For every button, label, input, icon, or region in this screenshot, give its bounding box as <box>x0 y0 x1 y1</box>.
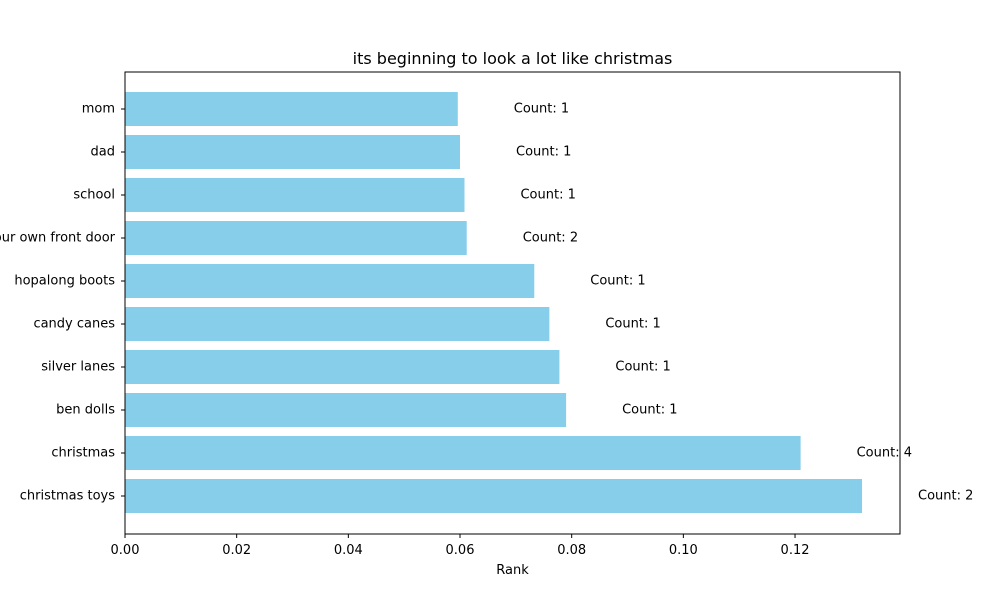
bar <box>125 479 863 513</box>
data-label: Count: 2 <box>918 489 973 504</box>
data-label: Count: 1 <box>520 188 575 203</box>
x-tick-label: 0.00 <box>111 543 140 558</box>
data-label: Count: 1 <box>622 403 677 418</box>
y-axis: christmas toys christmas ben dolls silver l… <box>0 102 125 504</box>
bar <box>125 307 550 341</box>
bar <box>125 135 461 169</box>
data-label: Count: 4 <box>857 446 912 461</box>
bar <box>125 221 467 255</box>
y-tick-label: mom <box>82 102 115 117</box>
data-label: Count: 1 <box>615 360 670 375</box>
data-label: Count: 1 <box>516 145 571 160</box>
bar <box>125 393 567 427</box>
x-tick-label: 0.12 <box>781 543 810 558</box>
data-label: Count: 2 <box>523 231 578 246</box>
chart-title: its beginning to look a lot like christm… <box>353 49 673 68</box>
data-label: Count: 1 <box>514 102 569 117</box>
y-tick-label: christmas <box>51 446 115 461</box>
y-tick-label: school <box>73 188 115 203</box>
data-label: Count: 1 <box>605 317 660 332</box>
x-tick-label: 0.02 <box>222 543 251 558</box>
plot-frame <box>124 71 901 535</box>
x-tick-label: 0.04 <box>334 543 363 558</box>
y-tick-label: your own front door <box>0 231 116 246</box>
y-tick-label: dad <box>91 145 115 160</box>
bar <box>125 92 458 126</box>
data-labels-layer: Count: 2 Count: 4 Count: 1 Count: 1 Count: 1… <box>514 102 974 504</box>
bar <box>125 264 535 298</box>
y-tick-label: hopalong boots <box>14 274 115 289</box>
data-label: Count: 1 <box>590 274 645 289</box>
bar <box>125 436 801 470</box>
y-tick-label: christmas toys <box>20 489 115 504</box>
y-tick-label: ben dolls <box>56 403 115 418</box>
y-tick-label: candy canes <box>33 317 115 332</box>
bar <box>125 350 560 384</box>
x-tick-label: 0.08 <box>557 543 586 558</box>
x-tick-label: 0.06 <box>446 543 475 558</box>
y-tick-label: silver lanes <box>41 360 115 375</box>
bar <box>125 178 465 212</box>
bars-layer <box>125 92 863 513</box>
x-tick-label: 0.10 <box>669 543 698 558</box>
x-axis-title: Rank <box>496 563 529 578</box>
x-axis: 0.00 0.02 0.04 0.06 0.08 0.10 0.12 <box>111 534 810 558</box>
